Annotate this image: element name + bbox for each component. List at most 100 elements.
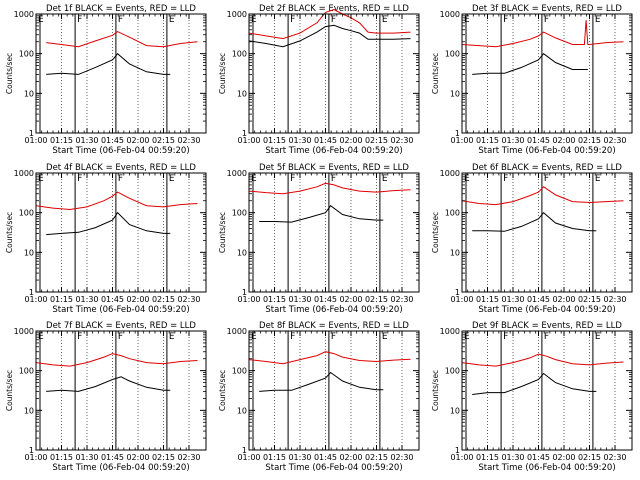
series-line-lld (461, 186, 624, 206)
interval-marker-label: F (331, 15, 336, 25)
panel-title: Det 5f BLACK = Events, RED = LLD (259, 163, 409, 173)
y-tick-label: 1 (29, 288, 34, 297)
x-tick-label: 01:15 (50, 453, 73, 462)
y-tick-label: 1 (29, 446, 34, 455)
x-tick-label: 01:15 (263, 453, 286, 462)
y-tick-label: 100 (445, 367, 460, 376)
x-axis-label: Start Time (06-Feb-04 00:59:20) (478, 305, 615, 315)
y-axis-label: Counts/sec (218, 212, 227, 253)
series-line-events (472, 372, 597, 395)
x-axis-label: Start Time (06-Feb-04 00:59:20) (52, 305, 189, 315)
x-tick-label: 01:30 (75, 453, 98, 462)
x-axis-label: Start Time (06-Feb-04 00:59:20) (52, 463, 189, 473)
x-tick-label: 02:15 (365, 295, 388, 304)
interval-marker-label: F (118, 15, 123, 25)
x-tick-label: 02:00 (339, 136, 362, 145)
x-tick-label: 02:30 (603, 136, 626, 145)
x-tick-label: 02:00 (339, 295, 362, 304)
y-axis-label: Counts/sec (218, 370, 227, 411)
panel-title: Det 1f BLACK = Events, RED = LLD (46, 4, 196, 14)
y-tick-label: 1 (29, 129, 34, 138)
y-axis-label: Counts/sec (431, 370, 440, 411)
y-tick-label: 100 (232, 209, 247, 218)
interval-marker-label: F (290, 174, 295, 184)
x-tick-label: 01:00 (237, 295, 260, 304)
interval-marker-label: F (544, 15, 549, 25)
interval-marker-label: F (77, 174, 82, 184)
interval-marker-label: F (118, 332, 123, 342)
y-tick-label: 10 (450, 89, 460, 98)
y-axis-label: Counts/sec (218, 53, 227, 94)
x-tick-label: 02:15 (578, 453, 601, 462)
panel-title: Det 9f BLACK = Events, RED = LLD (472, 321, 622, 331)
x-tick-label: 01:15 (476, 453, 499, 462)
x-tick-label: 01:30 (501, 295, 524, 304)
y-tick-label: 1 (242, 129, 247, 138)
interval-marker-label: E (464, 15, 470, 25)
plot-frame (248, 13, 420, 134)
x-tick-label: 01:15 (50, 136, 73, 145)
interval-marker-label: E (169, 332, 175, 342)
x-axis-label: Start Time (06-Feb-04 00:59:20) (52, 146, 189, 156)
x-tick-label: 01:00 (24, 295, 47, 304)
x-tick-label: 02:30 (390, 295, 413, 304)
series-line-lld (46, 31, 198, 48)
series-line-lld (35, 191, 198, 211)
interval-marker-label: F (290, 15, 295, 25)
x-tick-label: 01:30 (288, 453, 311, 462)
x-tick-label: 01:45 (527, 453, 550, 462)
x-tick-label: 01:00 (450, 453, 473, 462)
x-tick-label: 02:00 (126, 136, 149, 145)
series-line-lld (461, 20, 624, 48)
x-tick-label: 01:00 (24, 136, 47, 145)
x-tick-label: 01:00 (237, 136, 260, 145)
y-tick-label: 1 (242, 446, 247, 455)
series-line-lld (461, 353, 624, 367)
interval-marker-label: E (382, 174, 388, 184)
x-axis-label: Start Time (06-Feb-04 00:59:20) (265, 463, 402, 473)
y-tick-label: 1000 (440, 327, 460, 336)
x-tick-label: 02:00 (552, 295, 575, 304)
x-tick-label: 02:30 (603, 295, 626, 304)
x-tick-label: 01:00 (237, 453, 260, 462)
y-tick-label: 100 (445, 209, 460, 218)
series-line-events (472, 211, 597, 232)
y-tick-label: 100 (232, 367, 247, 376)
x-tick-label: 02:00 (552, 453, 575, 462)
y-tick-label: 1000 (227, 10, 247, 19)
x-tick-label: 01:15 (50, 295, 73, 304)
series-line-lld (248, 8, 411, 40)
y-tick-label: 100 (19, 50, 34, 59)
x-tick-label: 02:15 (578, 136, 601, 145)
series-line-events (46, 376, 171, 392)
series-line-lld (248, 351, 411, 365)
plot-frame (461, 172, 633, 293)
plot-frame (35, 13, 207, 134)
y-tick-label: 1 (455, 288, 460, 297)
interval-marker-label: F (544, 332, 549, 342)
x-tick-label: 02:00 (126, 453, 149, 462)
interval-marker-label: F (77, 15, 82, 25)
plot-frame (461, 13, 633, 134)
y-tick-label: 1000 (14, 169, 34, 178)
y-tick-label: 1000 (14, 327, 34, 336)
y-axis-label: Counts/sec (431, 212, 440, 253)
x-tick-label: 02:30 (603, 453, 626, 462)
series-line-events (248, 24, 411, 48)
y-axis-label: Counts/sec (5, 370, 14, 411)
y-axis-label: Counts/sec (431, 53, 440, 94)
y-axis-label: Counts/sec (5, 212, 14, 253)
interval-marker-label: F (503, 174, 508, 184)
x-tick-label: 01:00 (24, 453, 47, 462)
panel-title: Det 6f BLACK = Events, RED = LLD (472, 163, 622, 173)
panel-title: Det 4f BLACK = Events, RED = LLD (46, 163, 196, 173)
interval-marker-label: E (595, 332, 601, 342)
y-tick-label: 10 (450, 248, 460, 257)
x-tick-label: 01:15 (476, 136, 499, 145)
interval-marker-label: E (595, 174, 601, 184)
